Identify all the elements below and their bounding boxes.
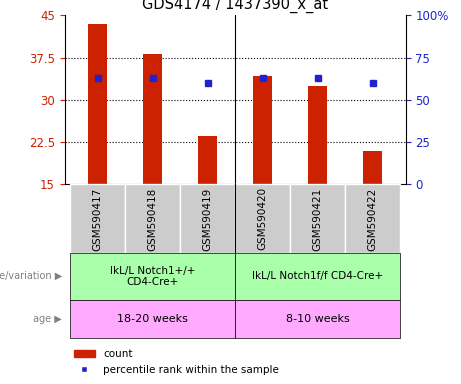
Text: GSM590421: GSM590421 [313, 187, 323, 250]
Text: GSM590422: GSM590422 [368, 187, 378, 250]
Text: age ▶: age ▶ [33, 314, 62, 324]
Legend: count, percentile rank within the sample: count, percentile rank within the sample [70, 345, 283, 379]
Text: genotype/variation ▶: genotype/variation ▶ [0, 271, 62, 281]
Text: GSM590417: GSM590417 [93, 187, 102, 250]
Bar [290, 184, 345, 253]
Bar [143, 54, 162, 184]
Bar [235, 300, 400, 338]
Bar [70, 300, 235, 338]
Bar [235, 253, 400, 300]
Text: GSM590420: GSM590420 [258, 187, 268, 250]
Bar [125, 184, 180, 253]
Title: GDS4174 / 1437390_x_at: GDS4174 / 1437390_x_at [142, 0, 328, 13]
Bar [70, 184, 125, 253]
Bar [70, 253, 235, 300]
Text: GSM590418: GSM590418 [148, 187, 158, 250]
Bar [88, 24, 107, 184]
Bar [345, 184, 400, 253]
Bar [253, 76, 272, 184]
Bar [363, 151, 382, 184]
Text: IkL/L Notch1+/+
CD4-Cre+: IkL/L Notch1+/+ CD4-Cre+ [110, 266, 195, 287]
Bar [180, 184, 235, 253]
Text: 8-10 weeks: 8-10 weeks [286, 314, 349, 324]
Bar [308, 86, 327, 184]
Text: 18-20 weeks: 18-20 weeks [117, 314, 188, 324]
Text: GSM590419: GSM590419 [202, 187, 213, 250]
Bar [235, 184, 290, 253]
Text: IkL/L Notch1f/f CD4-Cre+: IkL/L Notch1f/f CD4-Cre+ [252, 271, 383, 281]
Bar [198, 136, 217, 184]
